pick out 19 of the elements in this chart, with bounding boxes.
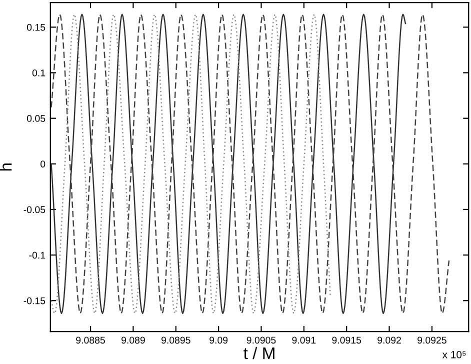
y-tick-label: 0.15 [26,24,46,31]
x-tick-label: 9.0925 [418,336,446,344]
x-tick-label: 9.091 [292,336,316,344]
x-tick-label: 9.0895 [161,336,190,344]
y-tick-label: 0 [40,160,46,168]
x-tick-label: 9.0905 [246,336,276,344]
y-tick-label: -0.15 [24,297,46,304]
y-tick-label: 0.05 [26,115,46,122]
y-tick-label: -0.1 [29,252,46,259]
text: x 10⁵ [442,350,466,358]
x-axis-title: t / M [244,346,274,360]
y-tick-label: -0.05 [24,206,46,214]
x-tick-label: 9.092 [378,336,401,344]
x-tick-label: 9.09 [210,336,228,344]
x-tick-label: 9.089 [121,336,145,344]
x-tick-label: 9.0915 [332,336,362,344]
y-axis-title: h [0,164,12,171]
x-tick-label: 9.0885 [76,336,105,344]
y-tick-label: 0.1 [32,69,46,76]
